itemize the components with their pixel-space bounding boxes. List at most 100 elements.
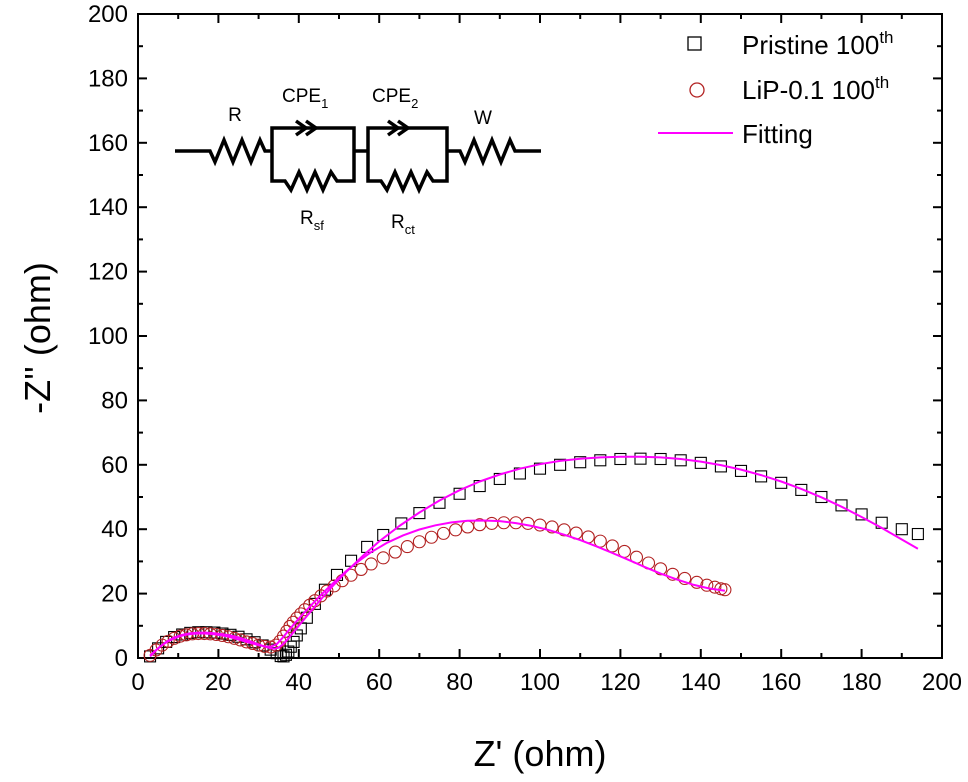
plot-axes: 0 20 40 60 80 100 120 140 160 180 200 0 20 40 60 80 100 1… — [88, 1, 962, 696]
data-point-pristine — [835, 499, 848, 512]
data-point-lip — [298, 603, 312, 617]
x-tick-label: 180 — [842, 669, 882, 696]
y-tick-label: 120 — [88, 259, 128, 286]
legend-marker-pristine — [687, 36, 702, 51]
data-point-lip — [364, 557, 378, 571]
data-point-lip — [283, 619, 297, 633]
circuit-label-w: W — [474, 108, 492, 129]
circuit-parallel-block-2 — [366, 126, 449, 195]
x-tick-label: 100 — [520, 669, 560, 696]
legend: Pristine 100th LiP-0.1 100th Fitting — [658, 28, 894, 149]
y-tick-label: 140 — [88, 194, 128, 221]
y-tick-label: 20 — [101, 581, 128, 608]
series-pristine — [144, 452, 924, 663]
circuit-wire-resistor-r — [175, 135, 272, 167]
fitting-curve — [149, 519, 726, 657]
data-point-pristine — [533, 462, 547, 475]
data-point-lip — [678, 571, 692, 586]
y-tick-label: 100 — [88, 323, 128, 350]
data-point-pristine — [634, 452, 647, 465]
data-point-lip — [320, 584, 334, 598]
data-point-lip — [461, 520, 475, 534]
data-point-lip — [545, 520, 559, 534]
circuit-label-rct: Rct — [391, 212, 415, 237]
x-tick-label: 200 — [922, 669, 962, 696]
data-point-pristine — [895, 523, 908, 536]
legend-marker-lip — [689, 82, 705, 98]
x-tick-label: 80 — [446, 669, 473, 696]
data-point-lip — [286, 615, 300, 629]
data-point-lip — [161, 634, 175, 648]
cpe2-symbol — [386, 119, 412, 137]
circuit-label-cpe2: CPE2 — [372, 86, 418, 111]
circuit-label-rsf: Rsf — [300, 208, 324, 233]
data-point-pristine — [614, 452, 627, 466]
y-axis-title: -Z'' (ohm) — [17, 262, 58, 414]
circuit-parallel-block-1 — [270, 126, 356, 195]
data-point-lip — [294, 607, 308, 621]
data-point-pristine — [279, 648, 292, 661]
data-point-lip — [412, 535, 426, 549]
y-tick-label: 80 — [101, 387, 128, 414]
data-point-pristine — [795, 483, 808, 496]
data-point-pristine — [395, 517, 408, 530]
data-point-pristine — [554, 458, 567, 471]
equivalent-circuit-diagram — [175, 119, 541, 195]
data-point-pristine — [277, 650, 290, 663]
data-point-lip — [400, 540, 414, 554]
circuit-wire-warburg — [447, 135, 541, 167]
data-point-lip — [449, 523, 463, 537]
y-tick-label: 180 — [88, 65, 128, 92]
data-point-lip — [666, 567, 680, 581]
plot-series — [143, 452, 924, 663]
x-tick-label: 20 — [205, 669, 232, 696]
data-point-pristine — [911, 527, 924, 541]
data-point-lip — [354, 562, 368, 577]
x-tick-label: 120 — [600, 669, 640, 696]
data-point-lip — [344, 568, 358, 582]
x-tick-label: 0 — [131, 669, 144, 696]
data-point-lip — [708, 580, 722, 594]
circuit-label-r: R — [228, 105, 242, 126]
legend-label-lip: LiP-0.1 100th — [742, 73, 889, 105]
legend-label-fitting: Fitting — [742, 119, 813, 149]
data-point-lip — [654, 562, 668, 576]
data-point-lip — [376, 551, 390, 565]
y-tick-label: 160 — [88, 130, 128, 157]
data-point-lip — [521, 516, 535, 530]
data-point-lip — [690, 575, 704, 589]
data-point-lip — [167, 631, 181, 645]
y-tick-label: 40 — [101, 516, 128, 543]
data-point-pristine — [413, 507, 426, 520]
series-lip — [143, 516, 732, 662]
data-point-lip — [557, 523, 571, 537]
fitting-curve — [149, 455, 919, 658]
data-point-pristine — [815, 490, 828, 504]
data-point-pristine — [287, 635, 300, 648]
data-point-lip — [700, 578, 714, 592]
data-point-pristine — [594, 454, 607, 467]
plot-frame — [137, 13, 943, 659]
data-point-lip — [605, 539, 619, 553]
y-tick-label: 60 — [101, 452, 128, 479]
x-tick-label: 40 — [285, 669, 312, 696]
x-tick-label: 160 — [761, 669, 801, 696]
y-tick-label: 0 — [115, 645, 128, 672]
x-tick-label: 140 — [681, 669, 721, 696]
data-point-lip — [436, 526, 451, 540]
circuit-label-cpe1: CPE1 — [282, 86, 328, 111]
cpe1-symbol — [294, 119, 320, 137]
circuit-labels: R CPE1 CPE2 W Rsf Rct — [228, 86, 492, 237]
data-point-pristine — [574, 456, 587, 469]
data-point-lip — [290, 611, 304, 625]
data-point-pristine — [654, 452, 667, 466]
legend-label-pristine: Pristine 100th — [742, 28, 894, 60]
data-point-lip — [424, 530, 439, 544]
data-point-lip — [485, 516, 499, 530]
x-tick-label: 60 — [366, 669, 393, 696]
data-point-pristine — [152, 642, 165, 655]
data-point-lip — [388, 545, 402, 559]
x-axis-title: Z' (ohm) — [474, 733, 607, 774]
y-tick-label: 200 — [88, 1, 128, 28]
